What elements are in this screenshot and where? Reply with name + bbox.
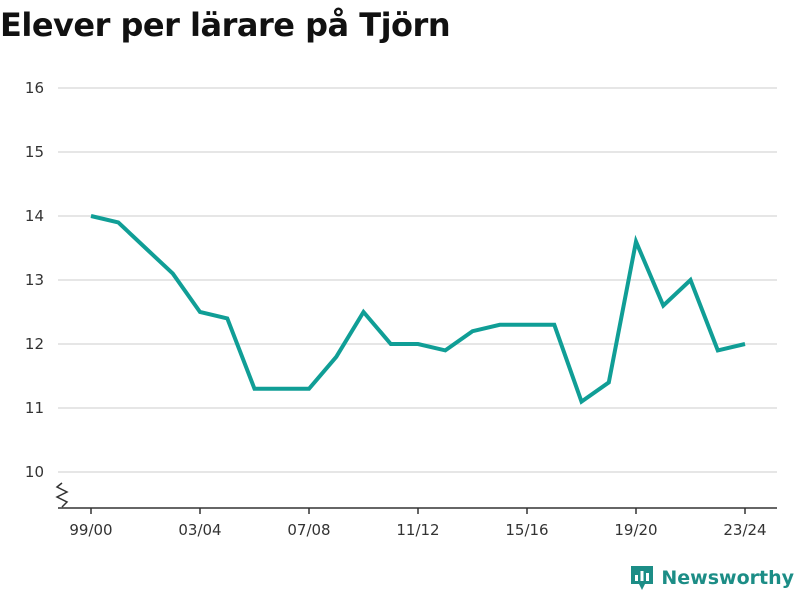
x-axis: 99/00 03/04 07/08 11/12 15/16 19/20 23/24 xyxy=(55,482,777,539)
x-tick-label-15/16: 15/16 xyxy=(505,521,548,539)
x-tick-label-07/08: 07/08 xyxy=(287,521,330,539)
chart-title: Elever per lärare på Tjörn xyxy=(0,6,451,44)
y-tick-label-12: 12 xyxy=(25,335,44,353)
x-tick-label-99/00: 99/00 xyxy=(69,521,112,539)
brand-logo: Newsworthy xyxy=(629,564,794,592)
x-tick-label-03/04: 03/04 xyxy=(178,521,221,539)
brand-name: Newsworthy xyxy=(661,567,794,589)
y-tick-label-13: 13 xyxy=(25,271,44,289)
x-tick-label-23/24: 23/24 xyxy=(723,521,766,539)
y-tick-label-14: 14 xyxy=(25,207,44,225)
series-line-0 xyxy=(90,214,746,405)
bar-chart-logo-icon xyxy=(631,566,654,590)
y-axis-ticks: 10 11 12 13 14 15 16 xyxy=(25,79,44,481)
axis-break-icon xyxy=(55,482,69,508)
series-layer xyxy=(90,214,746,405)
x-tick-label-11/12: 11/12 xyxy=(396,521,439,539)
y-tick-label-15: 15 xyxy=(25,143,44,161)
gridlines xyxy=(58,87,777,473)
x-tick-label-19/20: 19/20 xyxy=(614,521,657,539)
y-tick-label-11: 11 xyxy=(25,399,44,417)
y-tick-label-10: 10 xyxy=(25,463,44,481)
y-tick-label-16: 16 xyxy=(25,79,44,97)
